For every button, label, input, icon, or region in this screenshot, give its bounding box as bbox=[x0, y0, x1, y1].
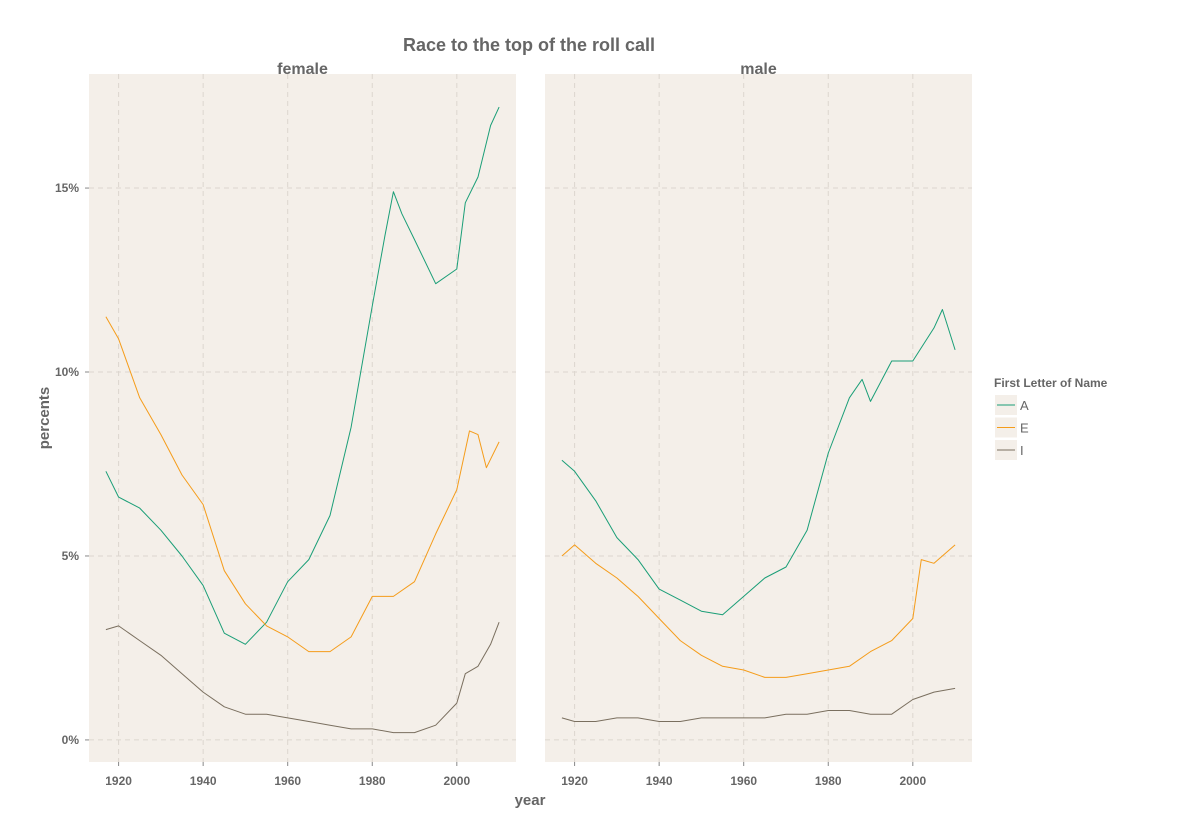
x-tick-label: 1960 bbox=[730, 774, 757, 788]
x-tick-label: 1920 bbox=[561, 774, 588, 788]
legend-entries: AEI bbox=[995, 395, 1029, 460]
y-tick-label: 10% bbox=[55, 365, 79, 379]
series-line-male-E bbox=[561, 544, 956, 678]
panel-male: male bbox=[545, 61, 972, 762]
x-tick-label: 1940 bbox=[190, 774, 217, 788]
y-tick-label: 0% bbox=[62, 733, 80, 747]
series-line-female-I bbox=[105, 622, 500, 734]
panel-male-strip-label: male bbox=[740, 61, 777, 78]
panel-male-series bbox=[561, 309, 956, 722]
panel-female-grid bbox=[89, 74, 516, 762]
x-axis-label: year bbox=[515, 792, 546, 809]
legend-label: A bbox=[1020, 398, 1029, 413]
panel-male-background bbox=[545, 74, 972, 762]
y-tick-label: 5% bbox=[62, 549, 80, 563]
series-line-male-I bbox=[561, 687, 956, 722]
legend-label: I bbox=[1020, 443, 1024, 458]
series-line-female-A bbox=[105, 106, 500, 645]
panel-male-grid bbox=[545, 74, 972, 762]
x-tick-label: 1920 bbox=[105, 774, 132, 788]
panel-female-background bbox=[89, 74, 516, 762]
x-tick-label: 1960 bbox=[274, 774, 301, 788]
legend-label: E bbox=[1020, 421, 1029, 436]
x-tick-label: 2000 bbox=[443, 774, 470, 788]
x-tick-label: 1980 bbox=[815, 774, 842, 788]
legend: First Letter of Name AEI bbox=[994, 376, 1108, 460]
x-tick-label: 2000 bbox=[899, 774, 926, 788]
legend-title: First Letter of Name bbox=[994, 376, 1108, 390]
y-tick-label: 15% bbox=[55, 181, 79, 195]
panel-female: female bbox=[89, 61, 516, 762]
y-axis-label: percents bbox=[36, 387, 53, 450]
series-line-female-E bbox=[105, 316, 500, 653]
x-tick-label: 1980 bbox=[359, 774, 386, 788]
panel-female-series bbox=[105, 106, 500, 734]
y-axis: 0% 5% 10% 15% bbox=[55, 181, 89, 747]
x-axis: 1920 1940 1960 1980 2000 1920 1940 1960 1980 2000 bbox=[105, 762, 926, 788]
panel-female-strip-label: female bbox=[277, 61, 328, 78]
chart-title: Race to the top of the roll call bbox=[403, 35, 655, 55]
series-line-male-A bbox=[561, 309, 956, 616]
x-tick-label: 1940 bbox=[646, 774, 673, 788]
